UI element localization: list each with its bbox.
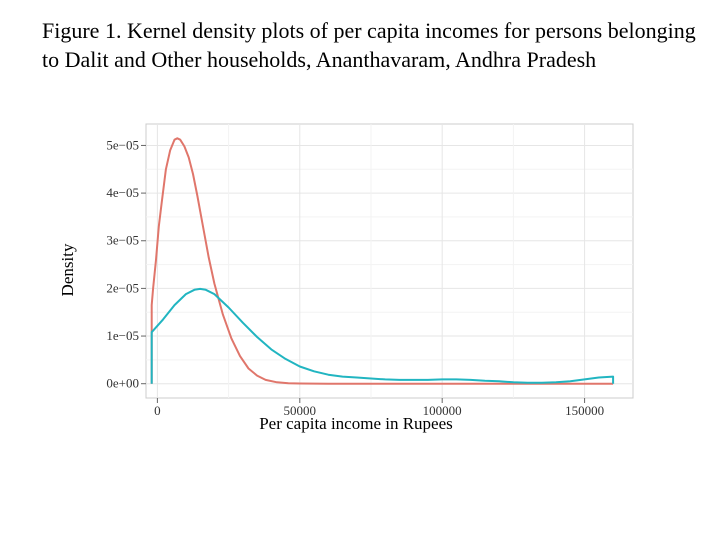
- y-tick-label: 1e−05: [106, 328, 139, 343]
- y-tick-label: 4e−05: [106, 185, 139, 200]
- y-tick-label: 0e+00: [106, 376, 139, 391]
- x-axis-title: Per capita income in Rupees: [259, 414, 453, 433]
- y-tick-label: 3e−05: [106, 233, 139, 248]
- grid-lines: [141, 124, 633, 403]
- y-tick-labels: 0e+00 1e−05 2e−05 3e−05 4e−05 5e−05: [106, 137, 139, 390]
- y-axis-title: Density: [58, 243, 77, 296]
- x-tick-label: 100000: [423, 403, 462, 418]
- series-line-dalit: [150, 137, 614, 385]
- x-tick-label: 0: [154, 403, 161, 418]
- series-line-other: [150, 287, 615, 384]
- series-layer: [150, 137, 615, 385]
- x-tick-labels: 0 50000 100000 150000: [154, 403, 604, 418]
- y-tick-label: 2e−05: [106, 280, 139, 295]
- x-tick-label: 150000: [565, 403, 604, 418]
- y-tick-label: 5e−05: [106, 137, 139, 152]
- plot-panel: [145, 123, 634, 399]
- x-tick-label: 50000: [284, 403, 317, 418]
- figure-caption: Figure 1. Kernel density plots of per ca…: [42, 18, 696, 72]
